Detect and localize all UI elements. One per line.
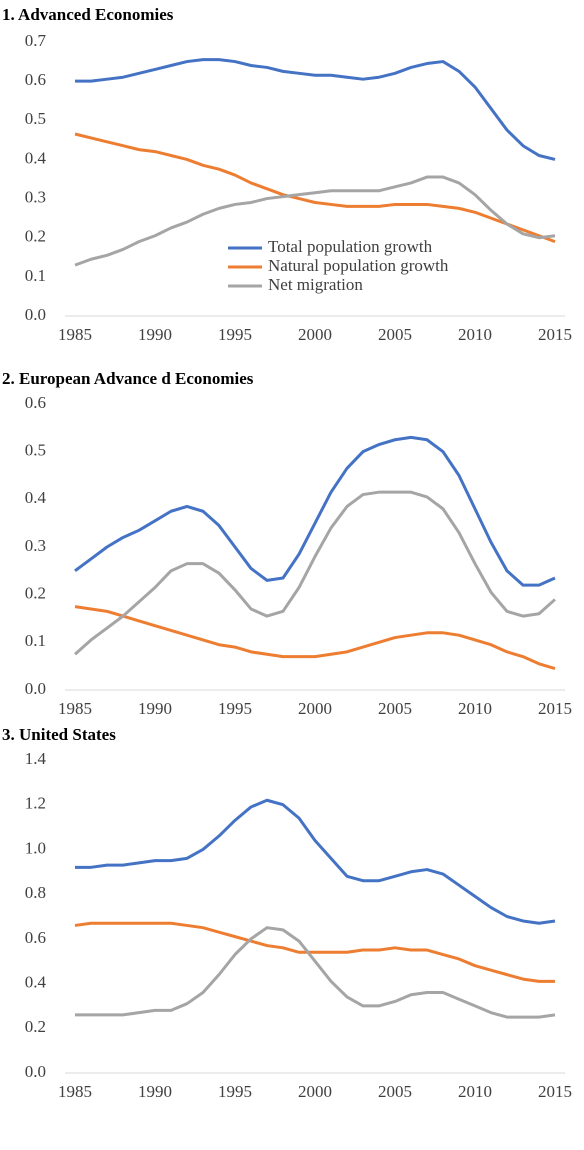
y-tick-label: 1.0 — [25, 838, 46, 857]
x-tick-label: 2000 — [298, 325, 332, 344]
x-tick-label: 1995 — [218, 325, 252, 344]
y-tick-label: 0.6 — [25, 70, 46, 89]
series-line — [75, 798, 556, 925]
legend-label: Natural population growth — [268, 256, 449, 275]
y-tick-label: 0.2 — [25, 1017, 46, 1036]
y-tick-label: 1.2 — [25, 794, 46, 813]
chart-title: 3. United States — [2, 725, 116, 744]
x-tick-label: 2010 — [458, 1082, 492, 1101]
x-tick-label: 2015 — [538, 699, 572, 718]
series-line — [74, 435, 556, 587]
y-tick-label: 0.6 — [25, 928, 46, 947]
y-tick-label: 0.5 — [25, 109, 46, 128]
y-tick-label: 0.2 — [25, 584, 46, 603]
x-tick-label: 2015 — [538, 1082, 572, 1101]
x-tick-label: 1985 — [58, 325, 92, 344]
y-tick-label: 0.3 — [25, 187, 46, 206]
series-line — [74, 175, 556, 267]
x-tick-label: 2005 — [378, 699, 412, 718]
series-line — [74, 132, 556, 244]
series-line — [74, 605, 556, 670]
y-tick-label: 0.0 — [25, 305, 46, 324]
series-line — [74, 921, 555, 983]
y-tick-label: 0.0 — [25, 679, 46, 698]
x-tick-label: 1995 — [218, 699, 252, 718]
chart-title: 1. Advanced Economies — [2, 5, 174, 24]
y-tick-label: 0.4 — [25, 488, 47, 507]
y-tick-label: 0.7 — [25, 31, 47, 50]
x-tick-label: 2010 — [458, 325, 492, 344]
y-tick-label: 0.5 — [25, 441, 46, 460]
x-tick-label: 1985 — [58, 1082, 92, 1101]
series-line — [75, 58, 556, 161]
x-tick-label: 2005 — [378, 1082, 412, 1101]
x-tick-label: 2015 — [538, 325, 572, 344]
y-tick-label: 0.3 — [25, 536, 46, 555]
legend-label: Total population growth — [268, 237, 433, 256]
series-line — [75, 926, 556, 1019]
x-tick-label: 1990 — [138, 699, 172, 718]
y-tick-label: 1.4 — [25, 749, 47, 768]
y-tick-label: 0.1 — [25, 266, 46, 285]
chart-title: 2. European Advance d Economies — [2, 369, 254, 388]
y-tick-label: 0.6 — [25, 393, 46, 412]
x-tick-label: 2010 — [458, 699, 492, 718]
series-line — [74, 490, 556, 656]
x-tick-label: 2005 — [378, 325, 412, 344]
x-tick-label: 2000 — [298, 1082, 332, 1101]
x-tick-label: 1995 — [218, 1082, 252, 1101]
y-tick-label: 0.2 — [25, 227, 46, 246]
y-tick-label: 0.1 — [25, 631, 46, 650]
y-tick-label: 0.4 — [25, 972, 47, 991]
x-tick-label: 2000 — [298, 699, 332, 718]
y-tick-label: 0.4 — [25, 148, 47, 167]
y-tick-label: 0.0 — [25, 1062, 46, 1081]
x-tick-label: 1990 — [138, 1082, 172, 1101]
legend-label: Net migration — [268, 275, 363, 294]
x-tick-label: 1985 — [58, 699, 92, 718]
y-tick-label: 0.8 — [25, 883, 46, 902]
x-tick-label: 1990 — [138, 325, 172, 344]
